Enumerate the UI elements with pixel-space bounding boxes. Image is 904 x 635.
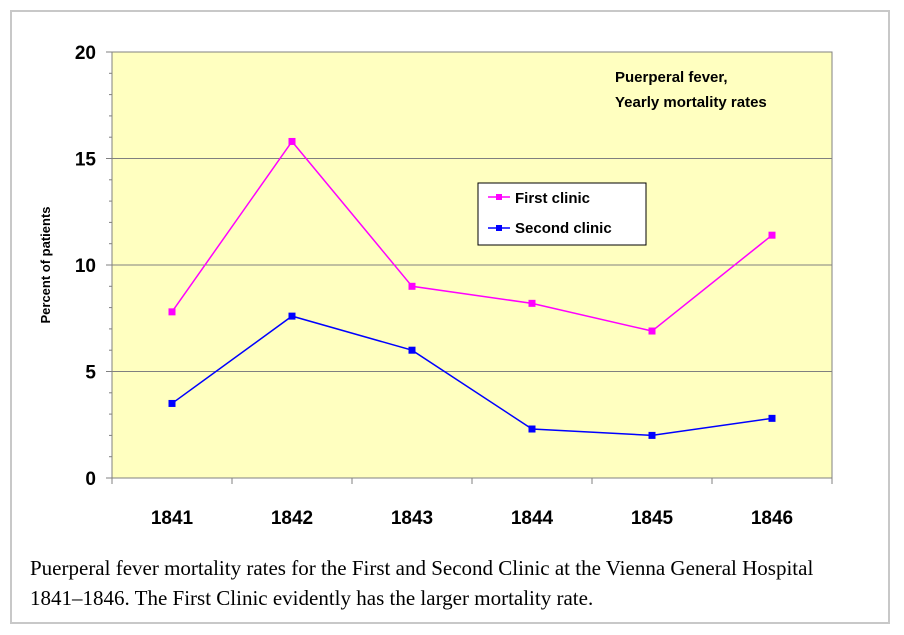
data-point-first-clinic-1844: [528, 299, 536, 307]
y-axis-label: Percent of patients: [38, 206, 53, 323]
legend: First clinic Second clinic: [477, 182, 647, 246]
data-point-second-clinic-1846: [768, 414, 776, 422]
y-tick-label-0: 0: [85, 469, 96, 490]
data-point-first-clinic-1843: [408, 282, 416, 290]
x-tick-label-1841: 1841: [151, 508, 194, 529]
x-tick-label-1842: 1842: [271, 508, 313, 529]
y-tick-label-5: 5: [85, 363, 96, 384]
x-tick-label-1844: 1844: [511, 508, 554, 529]
y-tick-label-10: 10: [75, 256, 96, 277]
data-point-second-clinic-1843: [408, 346, 416, 354]
x-tick-label-1846: 1846: [751, 508, 793, 529]
data-point-second-clinic-1844: [528, 425, 536, 433]
chart-title-line2: Yearly mortality rates: [615, 94, 767, 111]
x-tick-label-1843: 1843: [391, 508, 433, 529]
y-tick-label-20: 20: [75, 43, 96, 64]
chart-title-line1: Puerperal fever,: [615, 69, 728, 86]
series-line-second-clinic: [171, 315, 773, 437]
data-point-second-clinic-1845: [648, 431, 656, 439]
data-point-second-clinic-1842: [288, 312, 296, 320]
legend-label-first-clinic: First clinic: [515, 190, 590, 207]
y-tick-label-15: 15: [75, 150, 97, 171]
figure-caption: Puerperal fever mortality rates for the …: [30, 556, 814, 610]
data-point-first-clinic-1841: [168, 308, 176, 316]
series-line-first-clinic: [171, 140, 773, 332]
data-point-first-clinic-1842: [288, 137, 296, 145]
legend-marker-second-clinic: [496, 225, 502, 231]
data-point-first-clinic-1845: [648, 327, 656, 335]
legend-box: [477, 182, 647, 246]
data-point-first-clinic-1846: [768, 231, 776, 239]
x-tick-label-1845: 1845: [631, 508, 674, 529]
legend-label-second-clinic: Second clinic: [515, 220, 612, 237]
legend-marker-first-clinic: [496, 194, 502, 200]
mortality-line-chart: 0 5 10 15 20 1841 1842 1843 1844 1845 1846 Puerpe…: [38, 43, 833, 529]
data-point-second-clinic-1841: [168, 399, 176, 407]
